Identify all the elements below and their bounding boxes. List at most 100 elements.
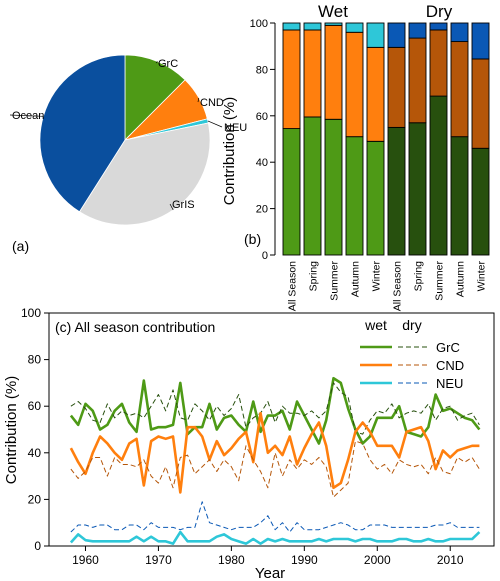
bar-category-label: Spring: [413, 261, 425, 292]
pie-label-leader-neu: [207, 120, 223, 128]
line-y-tick-label: 80: [28, 353, 42, 367]
bar-segment: [303, 116, 322, 256]
bar-segment: [366, 140, 385, 256]
line-x-tick-label: 1970: [145, 553, 172, 567]
pie-label-cnd: CND: [200, 97, 224, 109]
bar-category-label: Summer: [329, 261, 341, 301]
bar-segment: [366, 46, 385, 142]
bar-segment: [408, 37, 427, 124]
bar-segment: [366, 22, 385, 48]
line-y-axis-label: Contribution (%): [3, 376, 20, 484]
line-x-tick-label: 1980: [218, 553, 245, 567]
legend-header-wet: wet: [364, 317, 387, 333]
line-plot-frame: [48, 312, 495, 547]
bar-segment: [429, 95, 448, 256]
bar-segment: [345, 22, 364, 33]
bar-y-tick-label: 20: [256, 204, 268, 216]
bar-group-label-dry: Dry: [426, 2, 453, 21]
bar-y-tick-label: 80: [256, 64, 268, 76]
pie-label-neu: NEU: [224, 122, 247, 134]
pie-label-leader-grc: [155, 61, 158, 64]
bar-segment: [303, 29, 322, 118]
legend-header-dry: dry: [402, 317, 421, 333]
bar-group-dry: All Season Spring Summer Autumn Winter: [387, 22, 490, 311]
line-x-axis-label: Year: [255, 565, 285, 581]
line-y-tick-label: 0: [34, 539, 41, 553]
line-series-cnd-wet: [69, 411, 480, 494]
line-chart-panel: 0 20 40 60 80 100 1960 1970 1980 1990 2000 2010 (c)…: [3, 306, 495, 581]
bar-segment: [471, 58, 490, 149]
legend-label-cnd: CND: [436, 358, 464, 373]
legend-label-grc: GrC: [436, 340, 460, 355]
bar-group-label-wet: Wet: [318, 2, 348, 21]
bar-segment: [303, 22, 322, 31]
pie-slices: [39, 54, 211, 226]
bar-group-wet: All Season Spring Summer Autumn Winter: [282, 22, 385, 311]
pie-label-leader-ocean: [9, 114, 44, 117]
pie-slice-gris: [78, 122, 211, 226]
line-series-neu-dry: [70, 501, 480, 533]
line-chart-title: (c) All season contribution: [55, 319, 215, 335]
line-x-tick-label: 2010: [437, 553, 464, 567]
pie-slice-ocean: [39, 54, 126, 213]
pie-label-ocean: Ocean: [12, 110, 44, 122]
line-axes: 0 20 40 60 80 100 1960 1970 1980 1990 2000 2010: [21, 306, 464, 567]
bar-category-label: Autumn: [455, 261, 467, 297]
line-y-tick-label: 60: [28, 399, 42, 413]
stacked-bar-panel: 0 20 40 60 80 100 All Season Spring Summer Autum…: [221, 2, 490, 311]
bar-segment: [345, 136, 364, 256]
line-y-tick-label: 100: [21, 306, 41, 320]
bar-category-label: Winter: [371, 261, 383, 292]
panel-label-a: (a): [12, 238, 29, 254]
bar-category-label: Spring: [308, 261, 320, 292]
line-y-tick-label: 40: [28, 446, 42, 460]
bar-segment: [387, 22, 406, 48]
bar-category-label: Autumn: [350, 261, 362, 297]
panel-label-b: (b): [244, 231, 261, 247]
bar-category-label: Summer: [434, 261, 446, 301]
pie-chart-panel: GrC CND NEU GrIS Ocean (a): [9, 54, 247, 254]
line-series-grc-dry: [70, 382, 480, 435]
line-x-tick-label: 1960: [72, 553, 99, 567]
pie-label-leader-gris: [169, 203, 174, 211]
line-x-tick-label: 2000: [364, 553, 391, 567]
bar-segment: [450, 22, 469, 43]
bar-y-tick-label: 60: [256, 111, 268, 123]
pie-label-gris: GrIS: [172, 199, 195, 211]
bar-segment: [471, 147, 490, 256]
bar-y-tick-label: 40: [256, 157, 268, 169]
line-series-neu-wet: [69, 530, 481, 545]
line-series-cnd-dry: [70, 440, 480, 498]
bar-segment: [387, 126, 406, 256]
pie-label-leader-cnd: [197, 97, 200, 103]
pie-labels: GrC CND NEU GrIS Ocean: [9, 58, 247, 211]
bar-segment: [429, 29, 448, 97]
bar-category-label: All Season: [287, 261, 299, 311]
bar-category-label: All Season: [392, 261, 404, 311]
bar-segment: [387, 46, 406, 128]
bar-axes: 0 20 40 60 80 100: [250, 18, 276, 262]
legend-label-neu: NEU: [436, 376, 463, 391]
bar-segment: [450, 41, 469, 138]
pie-label-grc: GrC: [158, 58, 178, 70]
legend-rows: GrC CND NEU: [360, 340, 464, 391]
bar-segment: [324, 118, 343, 256]
legend: wet dry GrC CND NEU: [360, 317, 464, 391]
bar-segment: [282, 22, 301, 31]
bar-segment: [282, 128, 301, 256]
line-x-tick-label: 1990: [291, 553, 318, 567]
bar-y-axis-label: Contribution (%): [221, 97, 238, 205]
bar-segment: [282, 29, 301, 130]
line-series-grc-wet: [69, 376, 481, 445]
bar-segment: [324, 24, 343, 120]
bar-segment: [324, 22, 343, 26]
bar-segment: [408, 22, 427, 39]
bar-segment: [450, 136, 469, 256]
bar-segment: [471, 22, 490, 60]
bar-segment: [408, 122, 427, 256]
bar-category-label: Winter: [476, 261, 488, 292]
line-y-tick-label: 20: [28, 492, 42, 506]
line-series: [69, 376, 481, 545]
bar-y-tick-label: 100: [250, 18, 268, 30]
